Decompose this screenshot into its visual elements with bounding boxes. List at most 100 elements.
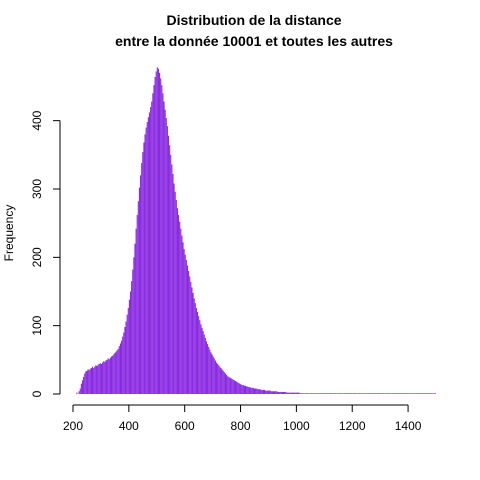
histogram-bar	[114, 353, 116, 394]
histogram-bar	[134, 243, 136, 394]
histogram-bar	[255, 388, 257, 394]
histogram-bar	[313, 393, 315, 394]
histogram-bar	[317, 393, 319, 394]
histogram-bar	[319, 393, 321, 394]
histogram-bar	[400, 393, 402, 394]
histogram-bar	[434, 393, 436, 394]
histogram-bar	[221, 369, 223, 394]
histogram-bar	[425, 393, 428, 394]
histogram-bar	[327, 393, 329, 394]
chart-title-line-1: Distribution de la distance	[166, 12, 341, 28]
histogram-bar	[360, 393, 362, 394]
histogram-bar	[358, 393, 361, 394]
histogram-bar	[192, 292, 194, 394]
histogram-bar	[185, 260, 187, 394]
histogram-bar	[94, 366, 96, 394]
histogram-bar	[265, 390, 267, 394]
histogram-bar	[80, 383, 82, 394]
histogram-bar	[133, 257, 135, 394]
histogram-bar	[323, 393, 325, 394]
histogram-bar	[276, 391, 278, 394]
histogram-bar	[412, 393, 414, 394]
histogram-bar	[191, 287, 193, 394]
histogram-bar	[135, 228, 137, 394]
y-tick-label: 0	[30, 390, 44, 397]
histogram-bar	[87, 369, 89, 394]
x-axis: 200 400 600 800 1000 1200 1400	[63, 404, 422, 433]
histogram-bar	[98, 363, 100, 394]
histogram-bar	[368, 393, 371, 394]
histogram-bar	[194, 303, 196, 394]
histogram-bar	[315, 393, 317, 394]
histogram-bar	[232, 379, 234, 394]
histogram-bar	[217, 363, 219, 394]
histogram-bar	[380, 393, 382, 394]
histogram-bar	[245, 385, 247, 394]
histogram-bar	[262, 389, 264, 394]
histogram-bar	[258, 389, 260, 394]
histogram-bar	[418, 393, 420, 394]
histogram-bar	[295, 392, 297, 394]
histogram-bar	[179, 221, 181, 394]
histogram-bar	[333, 393, 335, 394]
histogram-bar	[390, 393, 392, 394]
histogram-bar	[106, 359, 108, 394]
histogram-bar	[294, 392, 296, 394]
histogram-bar	[242, 385, 244, 394]
histogram-bar	[324, 393, 326, 394]
histogram-bar	[150, 107, 152, 394]
histogram-bar	[138, 187, 141, 394]
histogram-bar	[271, 391, 273, 394]
histogram-bar	[90, 368, 92, 394]
histogram-bar	[282, 391, 285, 394]
histogram-bar	[309, 393, 311, 394]
histogram-bar	[227, 376, 229, 394]
histogram-bar	[97, 364, 99, 394]
histogram-bar	[219, 366, 221, 394]
histogram-bar	[341, 393, 343, 394]
histogram-bar	[365, 393, 367, 394]
histogram-bar	[376, 393, 378, 394]
histogram-bar	[184, 254, 186, 394]
histogram-bar	[132, 269, 134, 394]
histogram-bar	[218, 365, 220, 394]
histogram-bar	[145, 127, 147, 394]
histogram-bar	[99, 363, 101, 394]
histogram-bar	[363, 393, 365, 394]
histogram-bar	[203, 334, 205, 394]
histogram-bar	[393, 393, 395, 394]
histogram-bar	[180, 228, 182, 394]
histogram-bar	[162, 93, 164, 394]
histogram-bar	[280, 391, 282, 394]
histogram-bar	[356, 393, 358, 394]
histogram-bar	[259, 389, 261, 394]
y-tick-label: 400	[30, 110, 44, 130]
histogram-bar	[431, 393, 433, 394]
histogram-bar	[238, 383, 240, 394]
y-tick-label: 300	[30, 179, 44, 199]
histogram-bar	[113, 354, 115, 394]
histogram-bar	[237, 382, 239, 394]
histogram-bar	[201, 327, 203, 394]
histogram-bar	[222, 370, 224, 394]
histogram-bar	[166, 126, 168, 394]
histogram-bar	[391, 393, 393, 394]
histogram-bar	[148, 112, 151, 394]
histogram-bar	[161, 85, 163, 394]
histogram-bar	[331, 393, 333, 394]
histogram-bar	[373, 393, 375, 394]
histogram-bar	[169, 145, 171, 394]
histogram-bar	[411, 393, 413, 394]
histogram-bar	[104, 361, 106, 394]
histogram-bar	[266, 390, 268, 394]
histogram-bar	[296, 392, 298, 394]
histogram-bar	[290, 392, 292, 394]
histogram-bar	[141, 163, 143, 394]
histogram-bar	[239, 383, 241, 394]
histogram-bar	[208, 346, 210, 394]
histogram-bar	[95, 365, 97, 394]
histogram-bar	[163, 101, 165, 394]
histogram-bar	[246, 386, 248, 394]
histogram-bar	[304, 393, 306, 394]
histogram-bar	[256, 388, 258, 394]
